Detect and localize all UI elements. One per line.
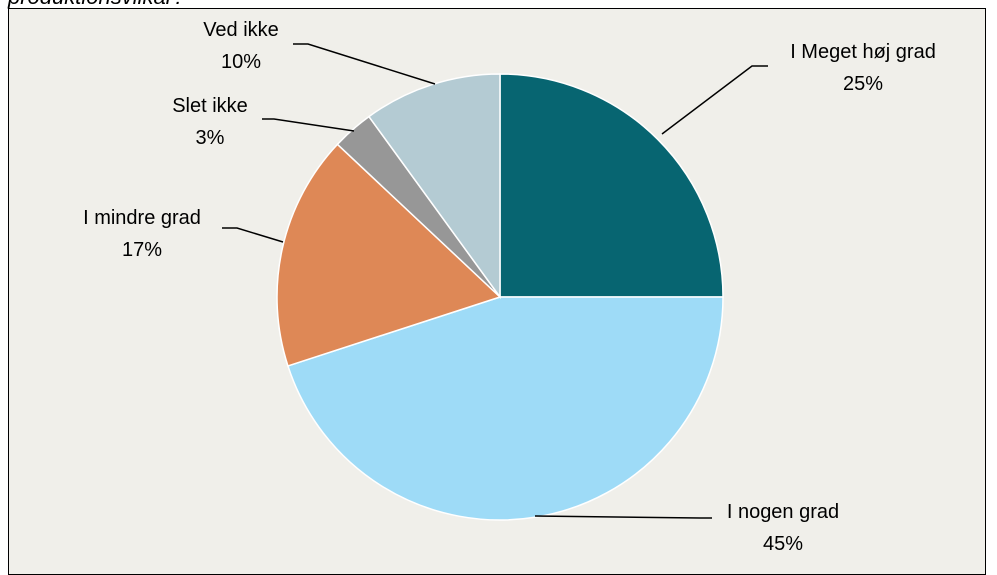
chart-title-partial: produktionsvilkår? xyxy=(8,0,185,8)
pie-slice-i-mindre-grad xyxy=(276,143,502,367)
leader-line xyxy=(262,118,355,132)
pie-slice-i-meget-høj-grad xyxy=(499,73,724,298)
leader-line xyxy=(293,43,436,85)
slice-percent-label: 3% xyxy=(196,127,225,149)
slice-percent-label: 17% xyxy=(122,239,162,261)
leader-line xyxy=(222,227,284,243)
slice-label: Ved ikke xyxy=(203,19,279,41)
slice-percent-label: 25% xyxy=(843,73,883,95)
slice-label: I mindre grad xyxy=(83,207,201,229)
slice-label: Slet ikke xyxy=(172,95,248,117)
leader-line xyxy=(661,65,768,135)
slice-label: I nogen grad xyxy=(727,501,839,523)
slice-percent-label: 10% xyxy=(221,51,261,73)
pie-slice-i-nogen-grad xyxy=(286,296,724,521)
pie-slice-ved-ikke xyxy=(367,73,501,300)
slice-label: I Meget høj grad xyxy=(790,41,936,63)
slice-percent-label: 45% xyxy=(763,533,803,555)
leader-line xyxy=(534,515,712,519)
